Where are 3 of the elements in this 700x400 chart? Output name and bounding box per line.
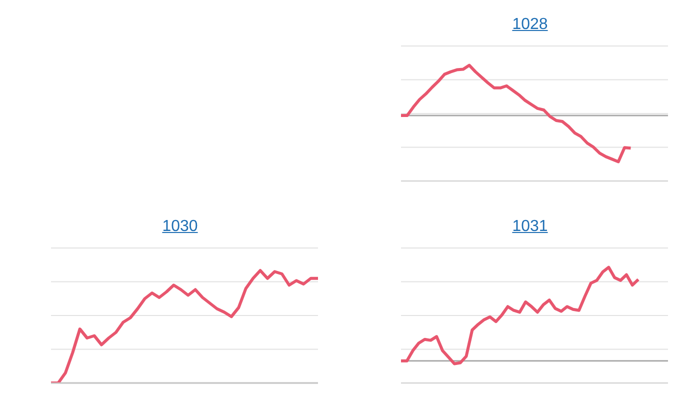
chart-title: 1028 (512, 16, 548, 33)
chart-title: 1031 (512, 218, 548, 235)
chart-title: 1030 (162, 218, 198, 235)
